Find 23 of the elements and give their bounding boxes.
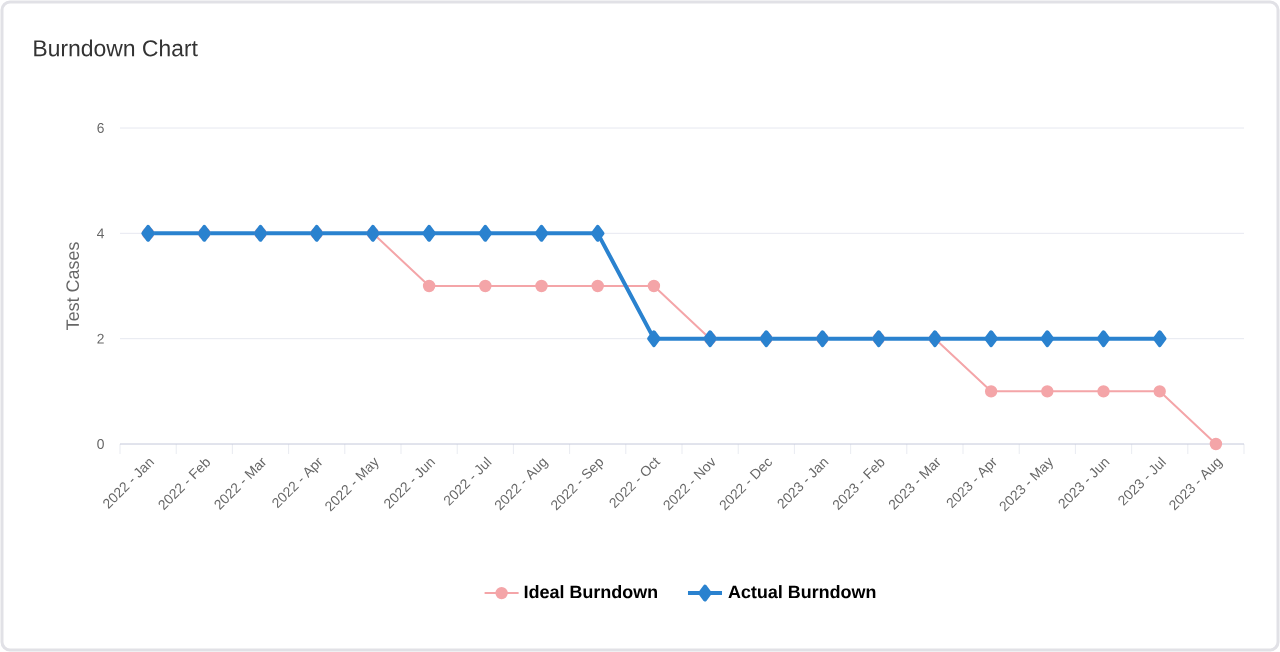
point: [535, 279, 548, 293]
legend-label: Ideal Burndown: [524, 585, 657, 599]
point: [1040, 330, 1055, 348]
chart-title: Burndown Chart: [34, 39, 198, 57]
point: [422, 279, 436, 293]
y-axis-title: Test Cases: [66, 242, 80, 330]
point: [1041, 385, 1054, 398]
point: [1097, 385, 1110, 398]
point: [1096, 330, 1111, 348]
point: [984, 330, 998, 348]
legend-label: Actual Burndown: [728, 585, 876, 599]
point: [1209, 437, 1223, 451]
point: [1152, 330, 1167, 348]
point: [647, 279, 661, 293]
point: [590, 224, 605, 242]
point: [984, 385, 998, 398]
point: [479, 279, 492, 293]
point: [647, 330, 661, 348]
point: [591, 279, 604, 293]
point: [534, 224, 549, 242]
point: [422, 224, 436, 242]
point: [1153, 385, 1166, 398]
point: [478, 224, 493, 242]
